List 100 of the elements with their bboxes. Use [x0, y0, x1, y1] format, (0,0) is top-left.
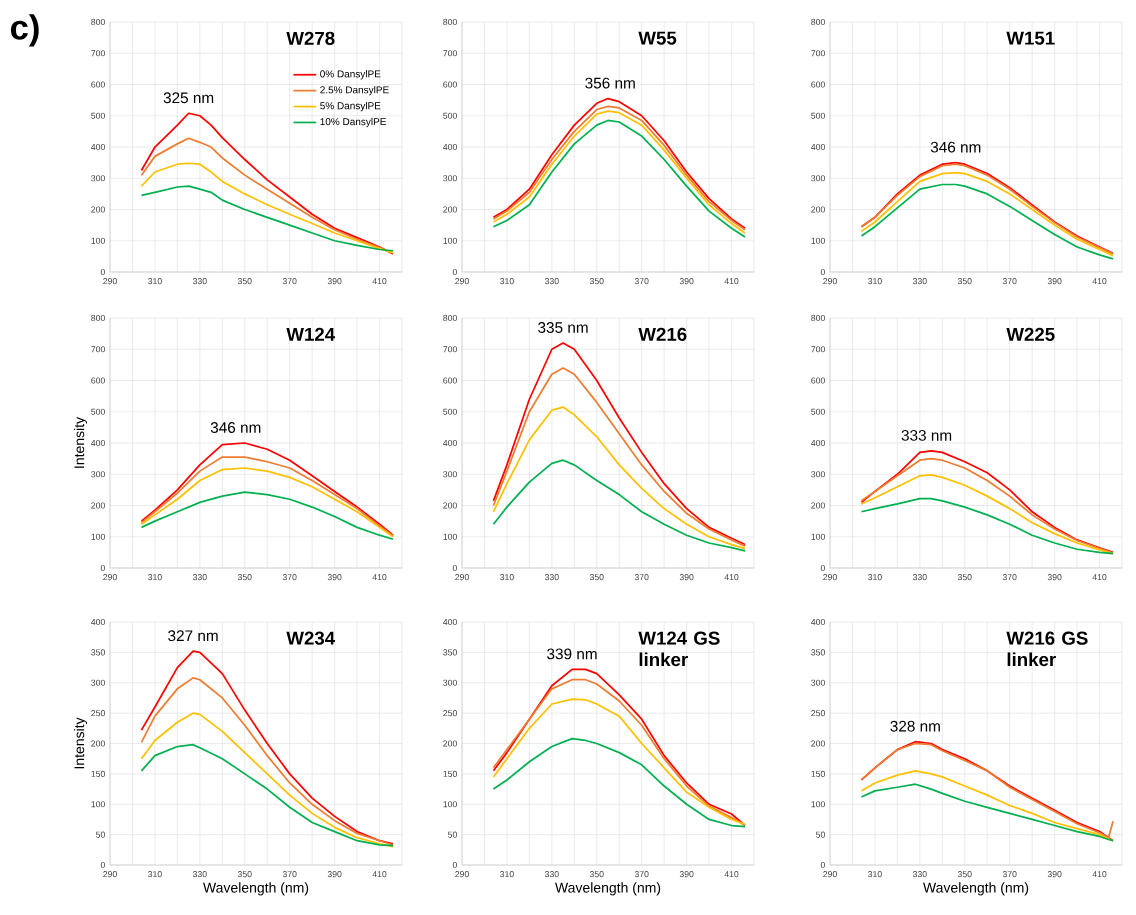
x-tick-label: 350	[589, 871, 604, 878]
y-tick-label: 100	[443, 533, 457, 540]
line-series	[140, 491, 394, 541]
x-tick-label: 410	[372, 871, 387, 878]
chart-title: W216	[638, 327, 687, 341]
y-tick-label: 500	[443, 408, 457, 415]
x-tick-label: 390	[1047, 574, 1062, 581]
annotation: 346 nm	[210, 422, 261, 433]
y-tick-label: 200	[91, 502, 105, 509]
y-tick-label: 600	[91, 377, 105, 384]
y-tick-label: 100	[91, 237, 105, 244]
y-tick-label: 400	[91, 439, 105, 447]
y-tick-label: 600	[811, 377, 825, 384]
y-tick-label: 50	[96, 831, 105, 838]
x-tick-label: 410	[372, 278, 387, 285]
x-tick-label: 390	[1047, 278, 1062, 285]
y-tick-label: 0	[100, 861, 105, 869]
chart-title: W278	[286, 31, 335, 45]
y-tick-label: 350	[443, 649, 457, 656]
y-tick-label: 100	[811, 533, 825, 540]
x-tick-label: 390	[327, 574, 342, 581]
x-tick-label: 290	[823, 278, 837, 285]
y-tick-label: 200	[91, 740, 105, 747]
y-tick-label: 600	[443, 377, 457, 384]
x-tick-label: 310	[868, 871, 882, 878]
x-tick-label: 350	[237, 278, 252, 285]
y-tick-label: 500	[811, 112, 825, 119]
y-tick-label: 400	[443, 143, 457, 151]
x-tick-label: 310	[500, 574, 514, 581]
x-tick-label: 310	[148, 278, 162, 285]
legend-label: 2.5% DansylPE	[320, 86, 389, 96]
y-tick-label: 300	[91, 679, 105, 686]
y-tick-label: 400	[811, 618, 825, 626]
y-tick-label: 100	[443, 237, 457, 244]
x-tick-label: 370	[1002, 871, 1017, 878]
y-tick-label: 250	[91, 710, 105, 717]
y-tick-label: 100	[811, 237, 825, 244]
y-tick-label: 500	[91, 408, 105, 415]
x-axis-title: Wavelength (nm)	[203, 882, 309, 896]
y-axis-title: Intensity	[73, 717, 88, 769]
y-tick-label: 150	[811, 770, 825, 777]
x-axis-title: Wavelength (nm)	[555, 882, 661, 896]
y-tick-label: 300	[811, 471, 825, 478]
annotation: 346 nm	[930, 141, 981, 153]
y-tick-label: 0	[452, 268, 457, 276]
y-tick-label: 200	[811, 206, 825, 213]
y-tick-label: 500	[443, 112, 457, 119]
y-tick-label: 200	[443, 206, 457, 213]
y-tick-label: 400	[91, 143, 105, 151]
y-tick-label: 350	[811, 649, 825, 656]
y-tick-label: 300	[443, 471, 457, 478]
x-tick-label: 370	[282, 278, 297, 285]
y-tick-label: 300	[811, 679, 825, 686]
text: W216 GS linker	[1006, 631, 1088, 667]
x-tick-label: 370	[634, 574, 649, 581]
y-tick-label: 700	[443, 346, 457, 353]
y-tick-label: 700	[811, 50, 825, 57]
chart-title: W151	[1006, 31, 1055, 45]
annotation: 328 nm	[890, 720, 940, 732]
x-tick-label: 290	[823, 871, 837, 878]
x-tick-label: 350	[237, 871, 252, 878]
x-tick-label: 350	[957, 278, 972, 285]
x-tick-label: 350	[589, 278, 604, 285]
x-tick-label: 330	[192, 278, 207, 285]
y-tick-label: 200	[811, 740, 825, 747]
x-tick-label: 370	[282, 871, 297, 878]
line-series	[860, 183, 1114, 260]
x-axis-title: Wavelength (nm)	[923, 882, 1029, 896]
y-tick-label: 400	[443, 439, 457, 447]
y-tick-label: 100	[811, 801, 825, 808]
x-tick-label: 310	[868, 278, 882, 285]
y-tick-label: 50	[448, 831, 457, 838]
y-tick-label: 800	[811, 18, 825, 26]
annotation: 335 nm	[538, 322, 588, 333]
x-tick-label: 290	[455, 574, 469, 581]
y-tick-label: 150	[443, 770, 457, 777]
line-series	[140, 743, 394, 847]
y-tick-label: 800	[91, 314, 105, 322]
line-series	[140, 112, 394, 255]
chart-title: W124	[286, 327, 336, 341]
line-series	[492, 406, 746, 550]
x-tick-label: 330	[544, 574, 559, 581]
y-tick-label: 300	[443, 175, 457, 182]
x-tick-label: 410	[1092, 278, 1107, 285]
text: W124 GS linker	[638, 631, 720, 667]
y-tick-label: 0	[820, 268, 825, 276]
annotation: 356 nm	[585, 77, 635, 89]
x-tick-label: 330	[912, 278, 927, 285]
x-tick-label: 390	[679, 278, 694, 285]
x-tick-label: 290	[103, 278, 117, 285]
x-tick-label: 410	[724, 278, 739, 285]
x-tick-label: 410	[724, 574, 739, 581]
y-tick-label: 0	[820, 564, 825, 572]
annotation: 333 nm	[901, 429, 952, 441]
x-tick-label: 390	[327, 278, 342, 285]
y-tick-label: 600	[811, 81, 825, 88]
x-tick-label: 330	[912, 574, 927, 581]
y-tick-label: 700	[443, 50, 457, 57]
x-tick-label: 350	[957, 574, 972, 581]
x-tick-label: 350	[957, 871, 972, 878]
